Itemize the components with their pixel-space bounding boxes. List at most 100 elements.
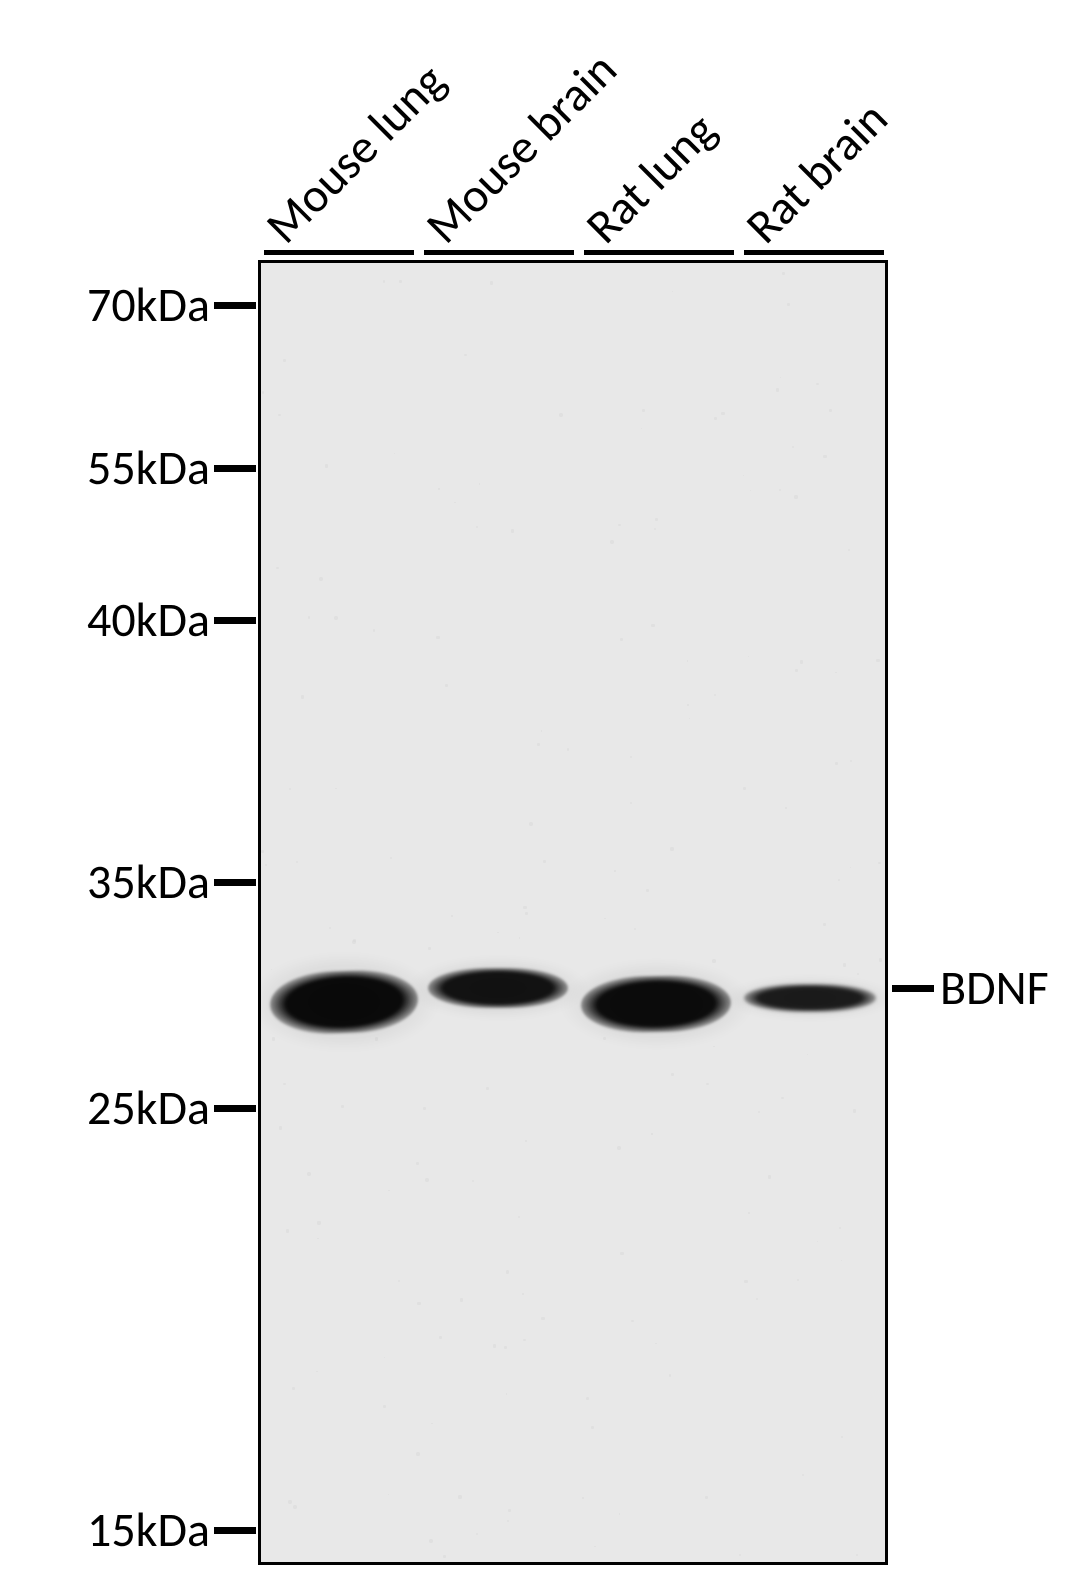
noise-speck — [776, 388, 779, 391]
noise-speck — [807, 1054, 808, 1055]
noise-speck — [525, 912, 528, 915]
noise-speck — [476, 1533, 478, 1535]
noise-speck — [541, 730, 543, 732]
noise-speck — [670, 847, 673, 850]
noise-speck — [289, 788, 291, 790]
noise-speck — [714, 694, 716, 696]
noise-speck — [394, 453, 395, 454]
noise-speck — [341, 1105, 344, 1108]
noise-speck — [687, 704, 689, 706]
noise-speck — [795, 669, 798, 672]
lane-underline — [264, 250, 414, 255]
noise-speck — [439, 1336, 442, 1339]
noise-speck — [850, 760, 852, 762]
lane-underline — [744, 250, 884, 255]
target-label: BDNF — [940, 958, 1049, 1017]
noise-speck — [779, 489, 781, 491]
noise-speck — [416, 1452, 420, 1456]
noise-speck — [399, 280, 402, 283]
noise-speck — [594, 1546, 595, 1547]
noise-speck — [787, 303, 790, 306]
noise-speck — [288, 1500, 291, 1503]
lane-underline — [584, 250, 734, 255]
noise-speck — [782, 272, 784, 274]
noise-speck — [283, 359, 286, 362]
western-blot-figure: 70kDa55kDa40kDa35kDa25kDa15kDa Mouse lun… — [0, 0, 1080, 1594]
noise-speck — [610, 540, 614, 544]
noise-speck — [802, 1474, 804, 1476]
noise-speck — [641, 428, 642, 429]
noise-speck — [316, 1371, 317, 1372]
noise-speck — [655, 518, 658, 521]
noise-speck — [490, 281, 493, 284]
noise-speck — [486, 1087, 489, 1090]
noise-speck — [506, 1393, 508, 1395]
noise-speck — [646, 889, 649, 892]
mw-label: 15kDa — [87, 1500, 210, 1559]
mw-label: 35kDa — [87, 852, 210, 911]
noise-speck — [293, 1505, 297, 1509]
noise-speck — [669, 1374, 672, 1377]
noise-speck — [620, 1252, 623, 1255]
noise-speck — [705, 1496, 708, 1499]
noise-speck — [543, 860, 546, 863]
noise-speck — [750, 490, 751, 491]
noise-speck — [522, 1293, 524, 1295]
noise-speck — [841, 1436, 843, 1438]
noise-speck — [307, 1172, 311, 1176]
noise-speck — [654, 528, 657, 531]
mw-tick — [214, 465, 256, 472]
noise-speck — [292, 1387, 295, 1390]
noise-speck — [283, 1083, 285, 1085]
noise-speck — [856, 1554, 858, 1556]
noise-speck — [493, 1344, 496, 1347]
noise-speck — [390, 857, 392, 859]
noise-speck — [843, 963, 846, 966]
noise-speck — [383, 280, 385, 282]
noise-speck — [634, 928, 636, 930]
blot-membrane — [261, 263, 885, 1562]
noise-speck — [519, 937, 520, 938]
noise-speck — [278, 414, 280, 416]
noise-speck — [301, 695, 304, 698]
noise-speck — [398, 1280, 400, 1282]
noise-speck — [642, 409, 645, 412]
noise-speck — [850, 867, 851, 868]
noise-speck — [472, 1180, 474, 1182]
noise-speck — [841, 1260, 842, 1261]
noise-speck — [630, 802, 632, 804]
noise-speck — [744, 1280, 747, 1283]
noise-speck — [714, 417, 717, 420]
noise-speck — [823, 923, 826, 926]
mw-label: 25kDa — [87, 1078, 210, 1137]
noise-speck — [655, 1343, 656, 1344]
noise-speck — [476, 526, 478, 528]
noise-speck — [508, 1509, 510, 1511]
noise-speck — [853, 1109, 856, 1112]
noise-speck — [261, 850, 264, 853]
noise-speck — [604, 918, 605, 919]
noise-speck — [518, 1216, 520, 1218]
noise-speck — [620, 638, 623, 641]
noise-speck — [618, 524, 620, 526]
noise-speck — [417, 1302, 420, 1305]
noise-speck — [835, 672, 836, 673]
noise-speck — [335, 788, 337, 790]
noise-speck — [800, 660, 803, 663]
noise-speck — [567, 748, 569, 750]
mw-label: 55kDa — [87, 438, 210, 497]
noise-speck — [879, 958, 882, 961]
noise-speck — [839, 1227, 841, 1229]
noise-speck — [479, 483, 481, 485]
noise-speck — [768, 1175, 772, 1179]
mw-tick — [214, 1527, 256, 1534]
noise-speck — [631, 1320, 633, 1322]
noise-speck — [687, 660, 688, 661]
noise-speck — [308, 616, 310, 618]
band-halo — [724, 976, 885, 1021]
lane-label: Rat lung — [573, 100, 728, 255]
noise-speck — [438, 488, 439, 489]
noise-speck — [748, 1212, 750, 1214]
noise-speck — [423, 1107, 426, 1110]
band-halo — [559, 959, 754, 1049]
